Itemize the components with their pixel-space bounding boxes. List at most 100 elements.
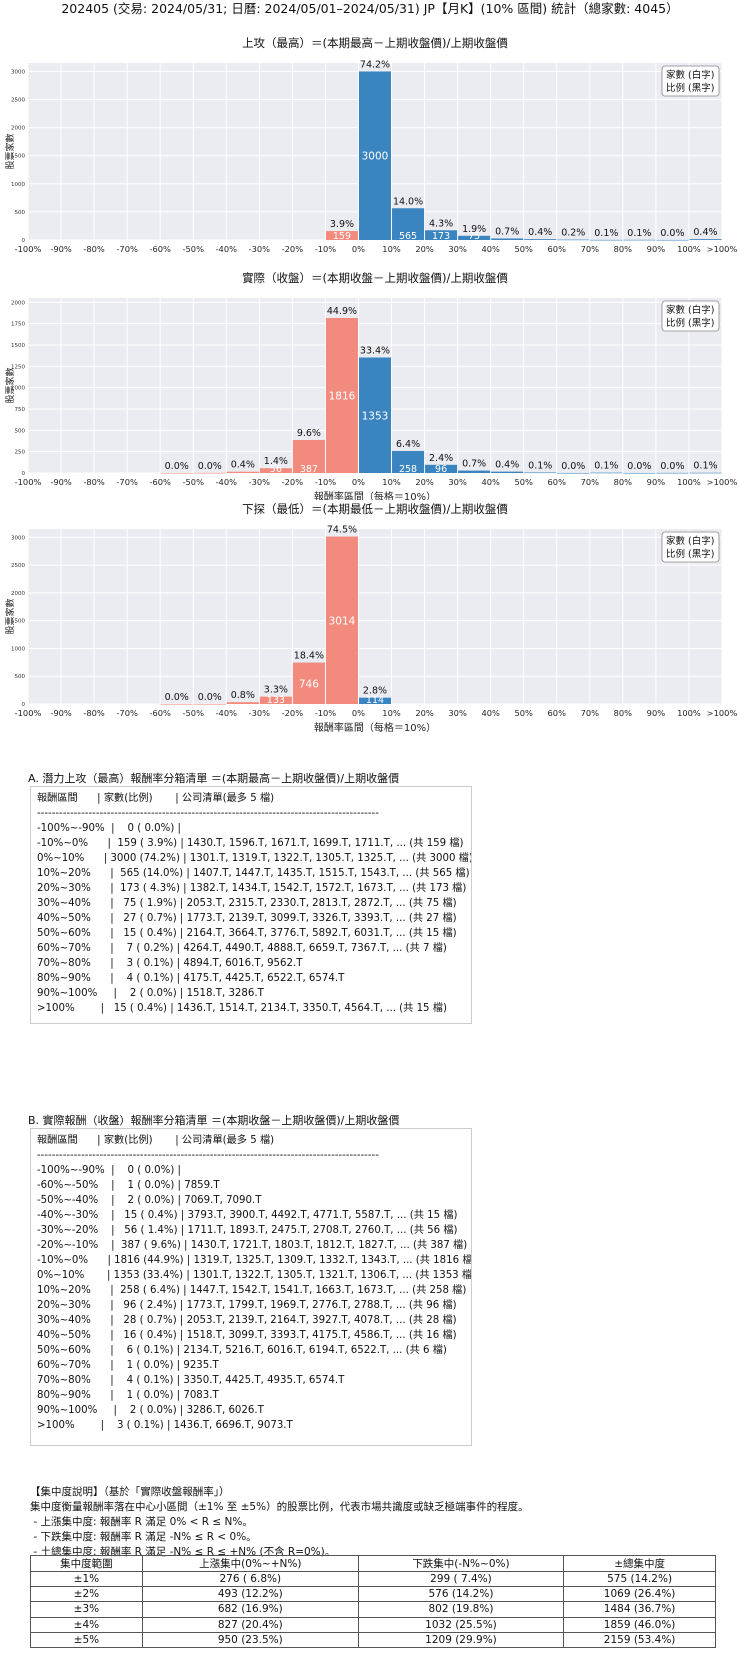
y-tick-label: 2000 xyxy=(11,126,25,132)
bar xyxy=(358,697,392,704)
x-tick-label: -90% xyxy=(50,708,72,718)
table-cell: 493 (12.2%) xyxy=(141,1586,359,1603)
y-tick-label: 500 xyxy=(15,210,26,216)
bar-count-label: 96 xyxy=(435,464,447,475)
x-tick-label: -70% xyxy=(116,477,138,487)
section-a-table: 報酬區間 | 家數(比例) | 公司清單(最多 5 檔) ------------… xyxy=(30,786,472,1024)
x-tick-label: 90% xyxy=(647,708,666,718)
table-cell: 827 (20.4%) xyxy=(141,1616,359,1633)
table-row: -10%~0% | 1816 (44.9%) | 1319.T, 1325.T,… xyxy=(37,1255,472,1266)
bar xyxy=(458,235,491,240)
x-tick-label: 50% xyxy=(514,477,533,487)
bar-pct-label: 74.2% xyxy=(360,59,390,70)
x-tick-label: -10% xyxy=(315,477,337,487)
bar xyxy=(292,439,325,473)
bar-pct-label: 0.7% xyxy=(462,459,486,470)
x-tick-label: 70% xyxy=(581,477,600,487)
x-tick-label: -50% xyxy=(183,477,205,487)
x-tick-label: -20% xyxy=(282,708,304,718)
bar-count-label: 565 xyxy=(399,231,417,242)
y-tick-label: 500 xyxy=(15,428,26,434)
x-tick-label: -80% xyxy=(83,244,105,254)
section-b-table: 報酬區間 | 家數(比例) | 公司清單(最多 5 檔) ------------… xyxy=(30,1128,472,1446)
bar-pct-label: 0.0% xyxy=(660,228,684,239)
table-row: 10%~20% | 565 (14.0%) | 1407.T, 1447.T, … xyxy=(37,868,470,879)
x-tick-label: 0% xyxy=(352,477,365,487)
table-row: -50%~-40% | 2 ( 0.0%) | 7069.T, 7090.T xyxy=(37,1195,262,1206)
table-separator: ----------------------------------------… xyxy=(37,808,379,819)
bar-count-label: 1353 xyxy=(362,410,389,422)
chart-title: 實際（收盤）＝(本期收盤－上期收盤價)/上期收盤價 xyxy=(242,271,508,285)
bar xyxy=(259,468,292,473)
bar xyxy=(590,239,623,241)
x-tick-label: 50% xyxy=(514,708,533,718)
table-row: ±1% 276 ( 6.8%) 299 ( 7.4%) 575 (14.2%) xyxy=(30,1570,716,1588)
legend-frame xyxy=(661,531,720,563)
legend-frame xyxy=(661,300,720,332)
bar-pct-label: 3.3% xyxy=(264,685,288,696)
bar-pct-label: 44.9% xyxy=(327,306,357,317)
bar-count-label: 56 xyxy=(270,464,282,475)
legend-ratio-label: 比例 (黑字) xyxy=(666,82,714,94)
bar-pct-label: 14.0% xyxy=(393,196,423,207)
table-row: -20%~-10% | 387 ( 9.6%) | 1430.T, 1721.T… xyxy=(37,1240,468,1251)
table-row: -40%~-30% | 15 ( 0.4%) | 3793.T, 3900.T,… xyxy=(37,1210,458,1221)
table-row: 60%~70% | 7 ( 0.2%) | 4264.T, 4490.T, 48… xyxy=(37,943,447,954)
x-tick-label: >100% xyxy=(707,244,738,254)
bar xyxy=(491,238,524,240)
table-row: 40%~50% | 27 ( 0.7%) | 1773.T, 2139.T, 3… xyxy=(37,913,457,924)
y-tick-label: 1000 xyxy=(11,646,25,652)
x-tick-label: -30% xyxy=(249,477,271,487)
bar-pct-label: 0.0% xyxy=(198,692,222,703)
y-tick-label: 750 xyxy=(15,407,26,413)
table-row: -60%~-50% | 1 ( 0.0%) | 7859.T xyxy=(37,1180,220,1191)
x-tick-label: -20% xyxy=(282,477,304,487)
page-header: 202405 (交易: 2024/05/31; 日曆: 2024/05/01–2… xyxy=(61,1,679,16)
bar xyxy=(226,702,259,704)
y-tick-label: 1000 xyxy=(11,182,25,188)
x-tick-label: -80% xyxy=(83,477,105,487)
bar xyxy=(193,472,226,474)
x-tick-label: -100% xyxy=(15,244,42,254)
bar-count-label: 159 xyxy=(333,231,351,242)
x-tick-label: -40% xyxy=(216,708,238,718)
bar-count-label: 1816 xyxy=(329,390,356,402)
bar-pct-label: 0.0% xyxy=(660,461,684,472)
bar-count-label: 258 xyxy=(399,464,417,475)
concentration-header-cell: 下跌集中(-N%~0%) xyxy=(357,1555,565,1572)
table-row: -100%~-90% | 0 ( 0.0%) | xyxy=(37,1165,181,1176)
bar-pct-label: 4.3% xyxy=(429,218,453,229)
bar-pct-label: 0.0% xyxy=(165,461,189,472)
bar xyxy=(392,450,425,473)
x-tick-label: 100% xyxy=(677,477,701,487)
concentration-notes: 【集中度說明】（基於「實際收盤報酬率」） 集中度衡量報酬率落在中心小區間（±1% … xyxy=(30,1485,529,1560)
bar xyxy=(358,71,392,240)
bar-pct-label: 0.0% xyxy=(165,692,189,703)
table-cell: ±1% xyxy=(30,1570,143,1588)
bar xyxy=(425,464,458,473)
table-row: 80%~90% | 1 ( 0.0%) | 7083.T xyxy=(37,1390,219,1401)
y-tick-label: 1750 xyxy=(11,322,25,328)
table-cell: 276 ( 6.8%) xyxy=(141,1570,359,1588)
table-row: 20%~30% | 173 ( 4.3%) | 1382.T, 1434.T, … xyxy=(37,883,467,894)
x-tick-label: 40% xyxy=(481,244,500,254)
table-cell: 576 (14.2%) xyxy=(357,1586,565,1603)
x-tick-label: 100% xyxy=(677,244,701,254)
x-tick-label: -60% xyxy=(149,708,171,718)
table-row: >100% | 15 ( 0.4%) | 1436.T, 1514.T, 213… xyxy=(37,1003,447,1014)
bar-pct-label: 0.1% xyxy=(594,228,618,239)
table-cell: ±3% xyxy=(30,1601,143,1618)
table-row: -30%~-20% | 56 ( 1.4%) | 1711.T, 1893.T,… xyxy=(37,1225,458,1236)
bar xyxy=(325,231,358,240)
bar-pct-label: 0.2% xyxy=(561,228,585,239)
bar-pct-label: 0.1% xyxy=(594,461,618,472)
x-tick-label: -20% xyxy=(282,244,304,254)
x-tick-label: -60% xyxy=(149,244,171,254)
x-tick-label: 60% xyxy=(548,708,567,718)
x-tick-label: 70% xyxy=(581,244,600,254)
table-cell: 802 (19.8%) xyxy=(357,1601,565,1618)
x-tick-label: -100% xyxy=(15,708,42,718)
bar-count-label: 746 xyxy=(299,678,319,690)
table-row: ±5% 950 (23.5%) 1209 (29.9%) 2159 (53.4%) xyxy=(30,1631,716,1648)
concentration-header-cell: 上漲集中(0%~+N%) xyxy=(141,1555,359,1572)
